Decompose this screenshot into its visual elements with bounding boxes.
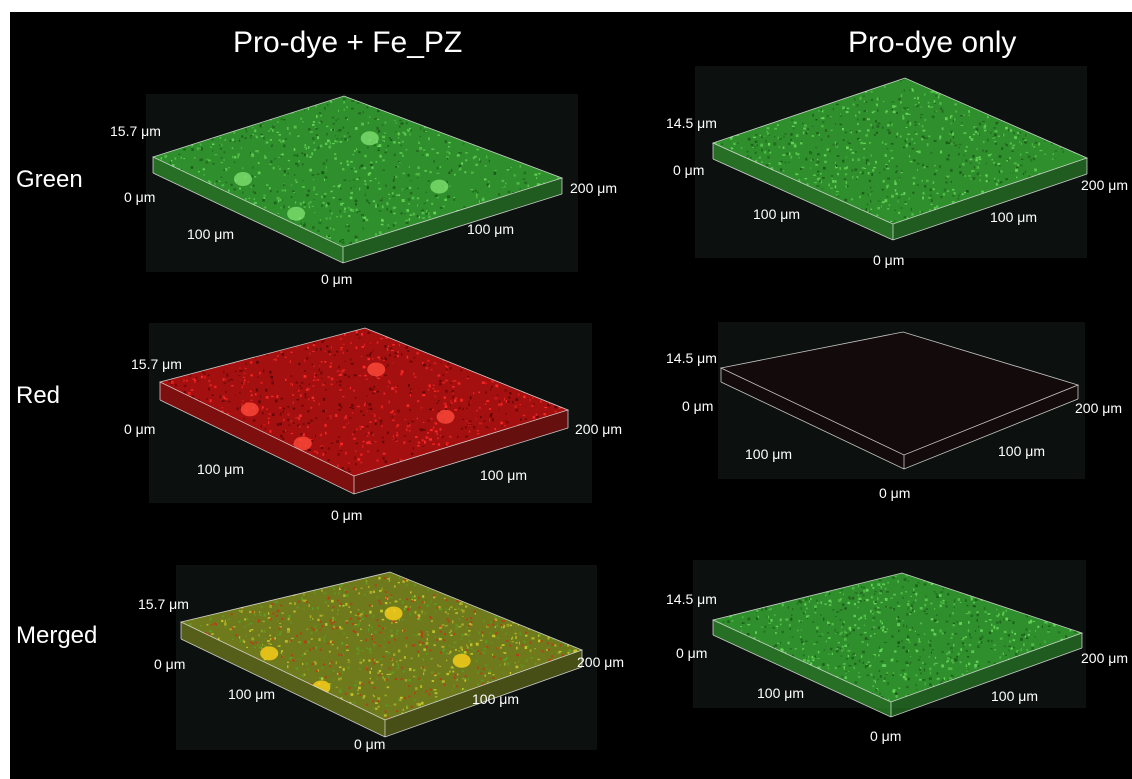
origin-label: 0 μm	[331, 507, 363, 523]
slab-top-face	[181, 572, 582, 720]
z-axis-bottom-label: 0 μm	[154, 656, 186, 672]
origin-label: 0 μm	[879, 485, 911, 501]
z-axis-bottom-label: 0 μm	[124, 421, 156, 437]
z-axis-top-label: 14.5 μm	[666, 591, 717, 607]
x-axis-mid-label: 100 μm	[472, 691, 519, 707]
z-axis-top-label: 14.5 μm	[666, 350, 717, 366]
slab-front-right-face	[904, 385, 1078, 469]
z-axis-bottom-label: 0 μm	[676, 645, 708, 661]
origin-label: 0 μm	[354, 736, 386, 752]
y-axis-mid-label: 100 μm	[228, 686, 275, 702]
slab-front-right-face	[891, 633, 1082, 717]
origin-label: 0 μm	[873, 252, 905, 268]
origin-label: 0 μm	[870, 728, 902, 744]
slab-front-left-face	[160, 382, 354, 494]
slab-top-face	[153, 96, 562, 247]
x-axis-end-label: 200 μm	[1075, 400, 1122, 416]
x-axis-mid-label: 100 μm	[467, 221, 514, 237]
x-axis-mid-label: 100 μm	[990, 209, 1037, 225]
x-axis-end-label: 200 μm	[577, 654, 624, 670]
slab-front-left-face	[713, 143, 893, 240]
y-axis-mid-label: 100 μm	[757, 685, 804, 701]
z-axis-bottom-label: 0 μm	[673, 162, 705, 178]
slab-top-face	[721, 332, 1078, 455]
column-header-pro-dye-only: Pro-dye only	[848, 26, 1017, 59]
x-axis-end-label: 200 μm	[1081, 177, 1128, 193]
column-header-pro-dye-fe-pz: Pro-dye + Fe_PZ	[233, 26, 463, 59]
row-header-green: Green	[16, 166, 83, 193]
slab-top-face	[713, 78, 1087, 224]
x-axis-mid-label: 100 μm	[480, 467, 527, 483]
slab-front-left-face	[721, 368, 904, 469]
slab-front-left-face	[713, 620, 891, 717]
x-axis-end-label: 200 μm	[1081, 650, 1128, 666]
slab-front-left-face	[181, 622, 385, 737]
row-header-red: Red	[16, 382, 61, 409]
y-axis-mid-label: 100 μm	[753, 206, 800, 222]
x-axis-mid-label: 100 μm	[991, 688, 1038, 704]
slab-front-right-face	[343, 178, 562, 263]
slab-top-face	[160, 328, 568, 476]
y-axis-mid-label: 100 μm	[197, 461, 244, 477]
row-header-merged: Merged	[16, 622, 98, 649]
x-axis-end-label: 200 μm	[570, 180, 617, 196]
z-axis-top-label: 14.5 μm	[666, 115, 717, 131]
z-axis-top-label: 15.7 μm	[131, 356, 182, 372]
y-axis-mid-label: 100 μm	[745, 446, 792, 462]
z-axis-top-label: 15.7 μm	[110, 123, 161, 139]
slab-front-right-face	[893, 158, 1087, 240]
z-axis-bottom-label: 0 μm	[124, 189, 156, 205]
z-axis-bottom-label: 0 μm	[682, 398, 714, 414]
slab-front-left-face	[153, 157, 343, 263]
x-axis-end-label: 200 μm	[575, 421, 622, 437]
x-axis-mid-label: 100 μm	[998, 443, 1045, 459]
slab-front-right-face	[354, 410, 568, 494]
y-axis-mid-label: 100 μm	[187, 226, 234, 242]
origin-label: 0 μm	[321, 271, 353, 287]
z-axis-top-label: 15.7 μm	[138, 596, 189, 612]
slab-front-right-face	[385, 650, 582, 737]
